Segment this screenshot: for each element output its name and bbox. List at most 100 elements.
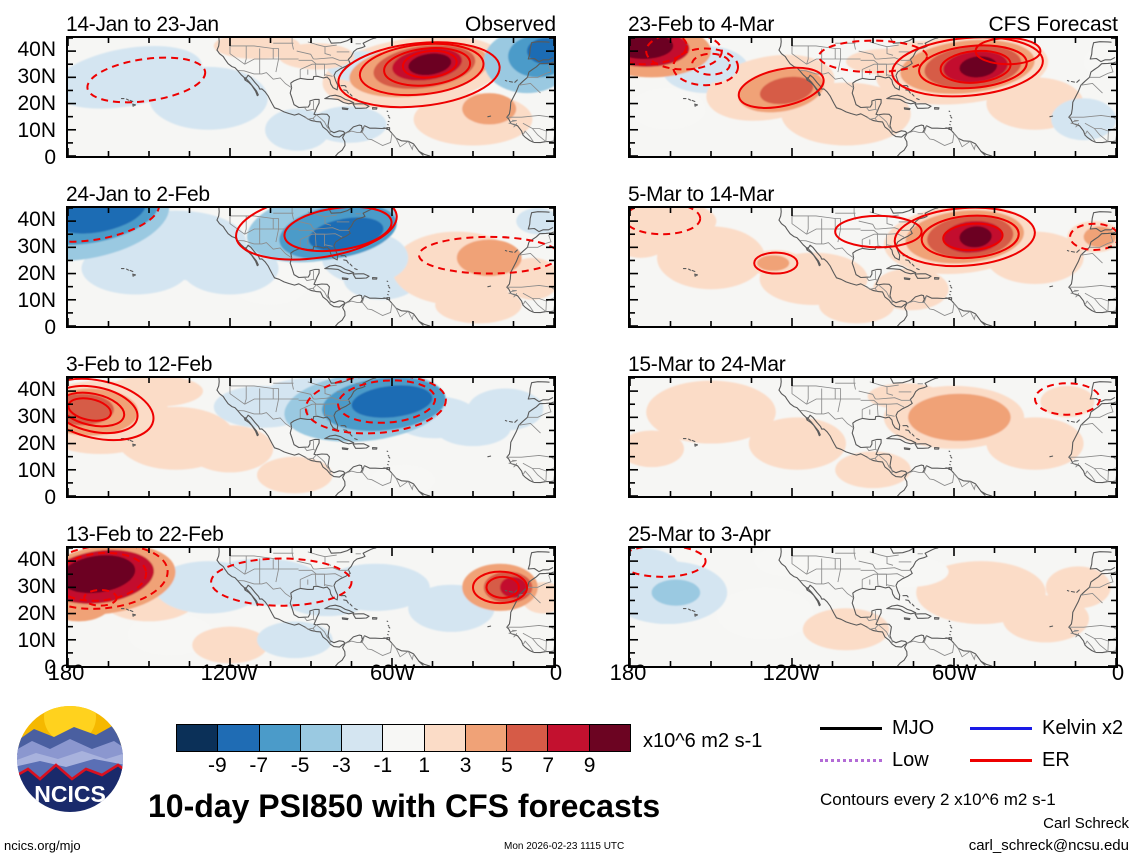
panel-p4: 13-Feb to 22-Feb (66, 524, 556, 668)
y-axis-labels: 40N 30N 20N 10N 0 (0, 206, 62, 338)
y-tick-label: 30N (17, 404, 56, 428)
logo-text: NCICS (34, 781, 106, 807)
legend-line-swatch (820, 758, 882, 762)
panel-title: 25-Mar to 3-Apr (628, 523, 771, 546)
panel-title: 23-Feb to 4-Mar (628, 13, 775, 36)
axis-ticks (68, 38, 554, 156)
map-plot (68, 378, 554, 496)
legend-item-mjo: MJO (820, 712, 970, 744)
y-axis-labels: 40N 30N 20N 10N 0 (0, 546, 62, 678)
coastlines (682, 208, 1116, 326)
y-axis-labels: 40N 30N 20N 10N 0 (0, 36, 62, 168)
y-tick-label: 30N (17, 64, 56, 88)
legend-label: Kelvin x2 (1042, 716, 1124, 739)
er-contours (630, 548, 707, 578)
x-tick-label: 60W (370, 660, 416, 685)
y-tick-label: 20N (17, 91, 56, 115)
y-tick-label: 10N (17, 118, 56, 142)
y-tick-label: 0 (44, 486, 56, 509)
panel-title: 5-Mar to 14-Mar (628, 183, 775, 206)
map-frame (66, 546, 556, 668)
panel-p8: 25-Mar to 3-Apr (628, 524, 1118, 668)
colorbar-tick-label: 3 (459, 754, 472, 777)
panel-title: 13-Feb to 22-Feb (66, 523, 224, 546)
panel-p1: 14-Jan to 23-Jan Observed (66, 14, 556, 158)
map-plot (630, 548, 1116, 666)
colorbar-swatch-2 (259, 725, 301, 751)
panel-p3: 3-Feb to 12-Feb (66, 354, 556, 498)
panel-title: 3-Feb to 12-Feb (66, 353, 213, 376)
colorbar-tick-label: -3 (332, 754, 351, 777)
colorbar-swatches (176, 724, 631, 752)
colorbar-swatch-1 (218, 725, 260, 751)
er-contours (86, 41, 501, 109)
y-tick-label: 20N (17, 261, 56, 285)
x-tick-label: 60W (932, 660, 978, 685)
colorbar-tick-label: -1 (373, 754, 393, 777)
anomaly-shading (630, 380, 1095, 489)
coastlines (120, 378, 554, 496)
colorbar-tick-label: 1 (418, 754, 431, 777)
axis-ticks (630, 38, 1116, 156)
colorbar-swatch-3 (300, 725, 343, 751)
panel-title: 15-Mar to 24-Mar (628, 353, 786, 376)
contour-note: Contours every 2 x10^6 m2 s-1 (820, 790, 1056, 809)
ncics-logo-icon: NCICS (17, 706, 123, 812)
panel-p7: 15-Mar to 24-Mar (628, 354, 1118, 498)
colorbar-unit-label: x10^6 m2 s-1 (643, 730, 763, 752)
y-tick-label: 10N (17, 628, 56, 652)
timestamp: Mon 2026-02-23 1115 UTC (504, 841, 625, 852)
political-borders (229, 38, 554, 151)
coastlines (682, 548, 1116, 666)
colorbar-tick-label: -9 (208, 754, 227, 777)
y-tick-label: 20N (17, 431, 56, 455)
legend-line-swatch (820, 726, 882, 730)
er-contours (68, 208, 554, 275)
map-plot (68, 208, 554, 326)
page-title: 10-day PSI850 with CFS forecasts (148, 788, 661, 824)
x-tick-label: 120W (762, 660, 821, 685)
map-frame (66, 376, 556, 498)
colorbar-tick-label: -7 (249, 754, 269, 777)
colorbar-tick-label: -5 (290, 754, 310, 777)
legend-label: ER (1042, 748, 1070, 771)
legend-item-kelvin-x2: Kelvin x2 (970, 712, 1130, 744)
ncics-logo: NCICS (14, 703, 126, 815)
y-tick-label: 0 (44, 146, 56, 169)
panel-title: 14-Jan to 23-Jan (66, 13, 219, 36)
map-frame (66, 36, 556, 158)
x-tick-label: 120W (200, 660, 259, 685)
map-plot (630, 208, 1116, 326)
panel-title: 24-Jan to 2-Feb (66, 183, 210, 206)
author-email[interactable]: carl_schreck@ncsu.edu (968, 837, 1129, 854)
colorbar-swatch-8 (507, 725, 549, 751)
colorbar-tick-label: 9 (583, 754, 596, 777)
colorbar-swatch-10 (589, 725, 630, 751)
y-tick-label: 40N (17, 207, 56, 231)
site-url[interactable]: ncics.org/mjo (4, 838, 81, 853)
legend-line-swatch (970, 758, 1032, 762)
y-tick-label: 40N (17, 547, 56, 571)
political-borders (229, 378, 554, 491)
x-tick-label: 180 (609, 660, 647, 685)
axis-ticks (68, 548, 554, 666)
political-borders (791, 548, 1116, 661)
y-tick-label: 0 (44, 316, 56, 339)
panel-p6: 5-Mar to 14-Mar (628, 184, 1118, 328)
wave-type-legend: MJO Kelvin x2 Low ER (820, 712, 1130, 776)
panel-p5: 23-Feb to 4-Mar CFS Forecast (628, 14, 1118, 158)
y-tick-label: 40N (17, 377, 56, 401)
colorbar-swatch-5 (383, 725, 425, 751)
colorbar-tick-label: 5 (501, 754, 513, 777)
y-tick-label: 40N (17, 37, 56, 61)
colorbar-swatch-4 (342, 725, 384, 751)
colorbar-tick-labels: -9 -7 -5 -3 -1 1 3 5 7 9 (176, 752, 631, 778)
colorbar-swatch-7 (465, 725, 508, 751)
y-tick-label: 0 (44, 656, 56, 679)
map-plot (630, 378, 1116, 496)
er-contours (630, 38, 1044, 109)
anomaly-shading (68, 548, 554, 664)
panel-p2: 24-Jan to 2-Feb (66, 184, 556, 328)
colorbar-tick-label: 7 (542, 754, 555, 777)
column-header: Observed (464, 13, 556, 36)
